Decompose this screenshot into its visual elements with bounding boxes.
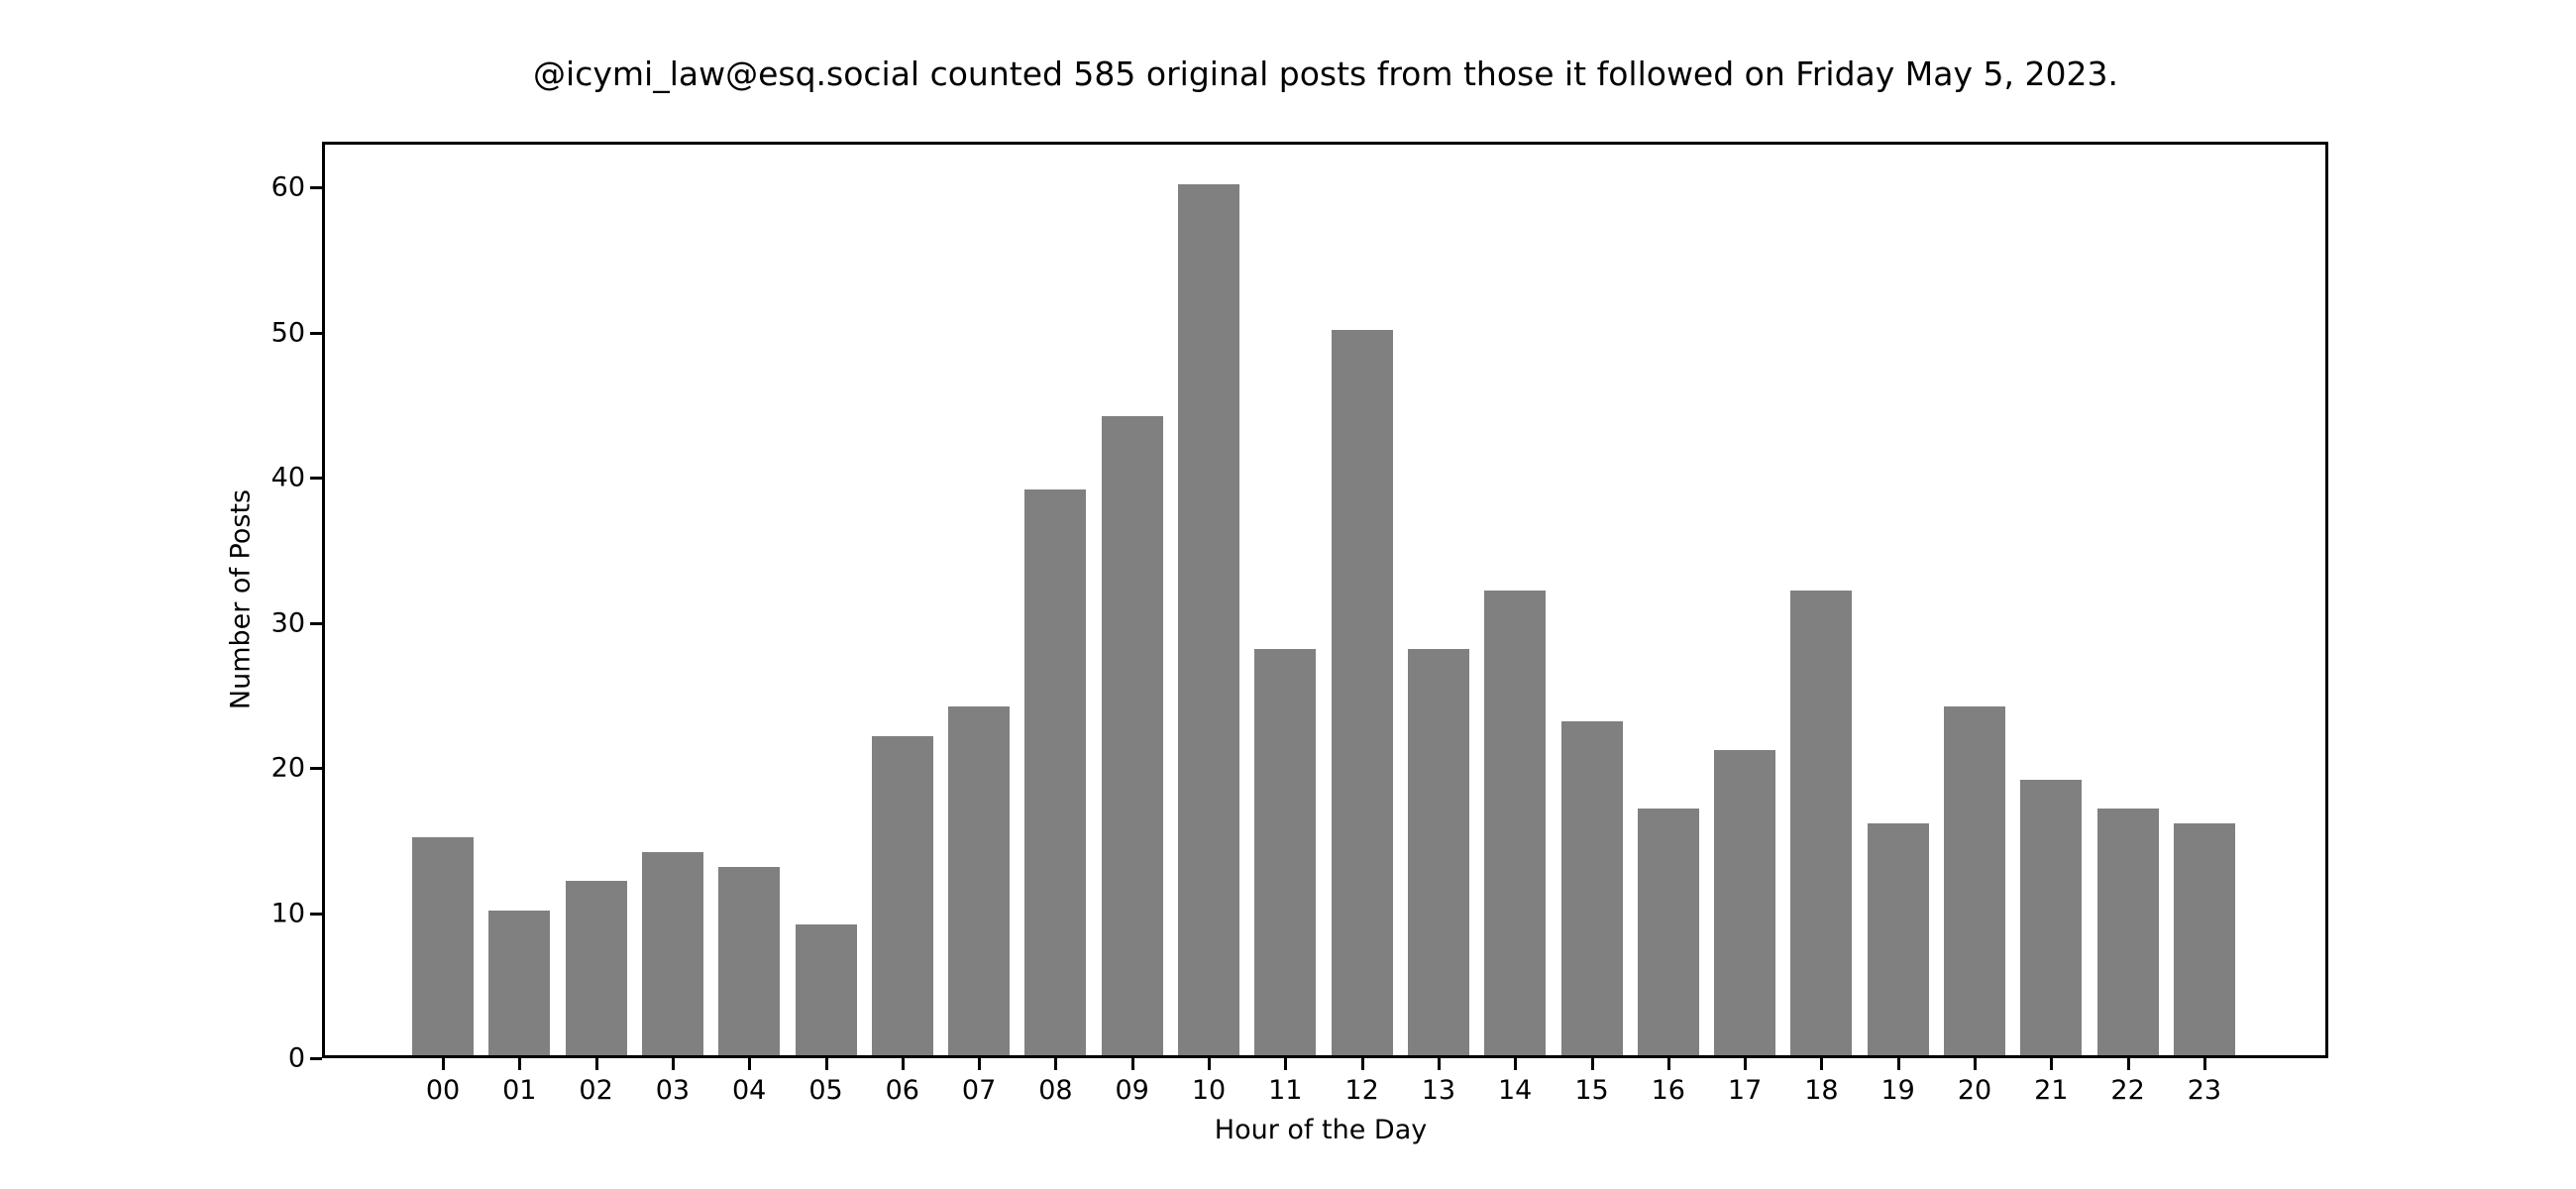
bar-20 (1944, 706, 2005, 1055)
x-tick-label: 17 (1727, 1075, 1763, 1106)
y-tick-label: 50 (270, 317, 305, 348)
bar-01 (488, 910, 551, 1055)
x-tick-label: 10 (1191, 1075, 1227, 1106)
bar-23 (2173, 822, 2235, 1055)
bar-14 (1484, 591, 1547, 1055)
x-tick-label: 00 (425, 1075, 461, 1106)
x-tick (1208, 1058, 1211, 1070)
x-tick (2126, 1058, 2130, 1070)
x-tick-label: 07 (961, 1075, 997, 1106)
x-tick-label: 03 (655, 1075, 691, 1106)
x-tick-label: 20 (1957, 1075, 1992, 1106)
x-tick (1820, 1058, 1824, 1070)
y-axis-label: Number of Posts (225, 488, 257, 710)
bar-04 (718, 866, 781, 1055)
x-tick-label: 01 (502, 1075, 537, 1106)
bar-07 (948, 706, 1011, 1055)
x-tick-label: 22 (2110, 1075, 2145, 1106)
y-tick-label: 0 (287, 1042, 305, 1074)
bar-09 (1101, 416, 1163, 1055)
x-tick-label: 08 (1038, 1075, 1073, 1106)
bar-03 (641, 851, 703, 1055)
y-tick-label: 20 (270, 752, 305, 784)
x-tick (518, 1058, 522, 1070)
x-tick (824, 1058, 828, 1070)
x-tick-label: 18 (1804, 1075, 1839, 1106)
plot-area (322, 142, 2328, 1058)
x-tick (1054, 1058, 1058, 1070)
x-tick (1514, 1058, 1518, 1070)
x-tick (748, 1058, 752, 1070)
x-tick (901, 1058, 905, 1070)
bar-08 (1024, 488, 1087, 1055)
x-tick-label: 14 (1498, 1075, 1533, 1106)
x-tick-label: 12 (1344, 1075, 1379, 1106)
bar-02 (565, 881, 627, 1055)
x-tick (1284, 1058, 1288, 1070)
y-tick (310, 912, 322, 916)
bar-15 (1560, 721, 1623, 1055)
x-axis-label: Hour of the Day (1214, 1115, 1428, 1145)
x-tick (1130, 1058, 1134, 1070)
x-tick-label: 05 (808, 1075, 843, 1106)
bar-21 (2020, 779, 2083, 1055)
y-tick (310, 767, 322, 770)
y-tick-label: 60 (270, 171, 305, 203)
bar-13 (1407, 648, 1469, 1055)
bar-10 (1178, 184, 1239, 1055)
x-tick (1590, 1058, 1594, 1070)
x-tick-label: 06 (885, 1075, 919, 1106)
x-tick (1896, 1058, 1900, 1070)
x-tick-label: 11 (1268, 1075, 1303, 1106)
x-tick (1744, 1058, 1748, 1070)
x-tick-label: 21 (2034, 1075, 2069, 1106)
x-tick-label: 19 (1880, 1075, 1915, 1106)
x-tick (671, 1058, 675, 1070)
x-tick-label: 16 (1651, 1075, 1685, 1106)
bar-17 (1714, 750, 1776, 1055)
x-tick (1666, 1058, 1670, 1070)
bar-18 (1790, 591, 1853, 1055)
bar-19 (1867, 822, 1929, 1055)
chart-title: @icymi_law@esq.social counted 585 origin… (533, 54, 2118, 93)
x-tick (1360, 1058, 1364, 1070)
bar-12 (1331, 329, 1393, 1055)
x-tick (442, 1058, 445, 1070)
bar-22 (2096, 808, 2159, 1055)
x-tick (1974, 1058, 1977, 1070)
bar-16 (1637, 808, 1699, 1055)
x-tick (1437, 1058, 1441, 1070)
y-tick (310, 1057, 322, 1060)
y-tick (310, 186, 322, 189)
x-tick-label: 15 (1574, 1075, 1609, 1106)
x-tick-label: 09 (1115, 1075, 1149, 1106)
bar-05 (795, 924, 857, 1055)
bar-00 (412, 837, 474, 1055)
x-tick-label: 04 (732, 1075, 767, 1106)
x-tick (2202, 1058, 2206, 1070)
y-tick-label: 30 (270, 607, 305, 638)
bar-11 (1254, 648, 1317, 1055)
y-tick (310, 331, 322, 335)
x-tick-label: 23 (2187, 1075, 2222, 1106)
y-tick-label: 10 (270, 898, 305, 928)
x-tick-label: 13 (1421, 1075, 1456, 1106)
bar-06 (871, 735, 933, 1055)
y-tick (310, 477, 322, 480)
y-tick (310, 621, 322, 625)
x-tick (2050, 1058, 2054, 1070)
y-tick-label: 40 (270, 462, 305, 493)
x-tick (594, 1058, 598, 1070)
x-tick (978, 1058, 982, 1070)
x-tick-label: 02 (579, 1075, 613, 1106)
